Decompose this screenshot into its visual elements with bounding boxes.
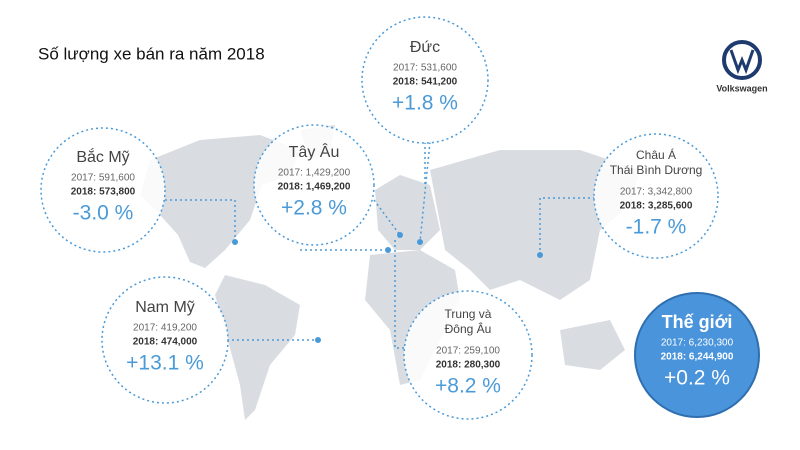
connector xyxy=(373,199,401,236)
dot xyxy=(232,239,238,245)
sales-2017: 2017: 1,429,200 xyxy=(278,168,351,179)
sales-2017: 2017: 6,230,300 xyxy=(661,338,734,349)
title: Số lượng xe bán ra năm 2018 xyxy=(38,44,265,63)
change: -3.0 % xyxy=(73,202,134,225)
bubble xyxy=(403,290,533,420)
bubble xyxy=(101,276,229,404)
asia xyxy=(430,150,640,300)
dot xyxy=(315,337,321,343)
bubble xyxy=(634,292,760,418)
dot xyxy=(417,239,423,245)
bubble xyxy=(40,127,166,253)
sales-2017: 2017: 3,342,800 xyxy=(620,187,693,198)
dot xyxy=(537,252,543,258)
bubble xyxy=(593,133,719,259)
connectors xyxy=(165,141,595,349)
sales-2018: 2018: 3,285,600 xyxy=(620,201,693,212)
sales-2017: 2017: 259,100 xyxy=(436,346,500,357)
connector xyxy=(165,199,236,242)
connector xyxy=(394,240,404,349)
region-name: Tây Âu xyxy=(289,142,340,161)
change: -1.7 % xyxy=(626,216,687,239)
dot xyxy=(397,232,403,238)
change: +13.1 % xyxy=(126,352,204,375)
connector-dots xyxy=(232,232,543,343)
change: +8.2 % xyxy=(435,375,501,398)
europe xyxy=(375,175,440,250)
region-name: Trung và xyxy=(445,307,492,321)
region-name: Thái Bình Dương xyxy=(610,163,703,177)
connector xyxy=(539,197,595,255)
sales-2018: 2018: 6,244,900 xyxy=(661,352,734,363)
sales-2017: 2017: 591,600 xyxy=(71,173,135,184)
sales-2018: 2018: 1,469,200 xyxy=(278,182,351,193)
logo: Volkswagen xyxy=(716,40,768,93)
sales-2018: 2018: 541,200 xyxy=(393,77,458,88)
region-name: Châu Á xyxy=(636,147,676,162)
connector xyxy=(424,142,426,185)
dot xyxy=(385,247,391,253)
change: +0.2 % xyxy=(664,367,730,390)
sales-2018: 2018: 474,000 xyxy=(133,337,198,348)
sales-2017: 2017: 531,600 xyxy=(393,63,457,74)
bubbles: Đức 2017: 531,600 2018: 541,200 +1.8 % Tây Â… xyxy=(40,16,760,420)
logo-mark xyxy=(729,49,755,75)
australia xyxy=(560,320,625,370)
region-name: Nam Mỹ xyxy=(135,299,195,316)
sales-2017: 2017: 419,200 xyxy=(133,323,197,334)
region-name: Bắc Mỹ xyxy=(76,147,129,166)
africa xyxy=(365,250,460,385)
logo-text: Volkswagen xyxy=(716,83,767,93)
connector xyxy=(419,141,431,243)
change: +2.8 % xyxy=(281,197,347,220)
region-name: Thế giới xyxy=(662,312,733,332)
region-name: Đức xyxy=(410,39,440,56)
south-america xyxy=(215,275,300,420)
bubble xyxy=(361,16,489,144)
region-name: Đông Âu xyxy=(445,321,492,336)
sales-2018: 2018: 573,800 xyxy=(71,187,136,198)
sales-2018: 2018: 280,300 xyxy=(436,360,501,371)
bubble xyxy=(253,124,375,246)
change: +1.8 % xyxy=(392,92,458,115)
